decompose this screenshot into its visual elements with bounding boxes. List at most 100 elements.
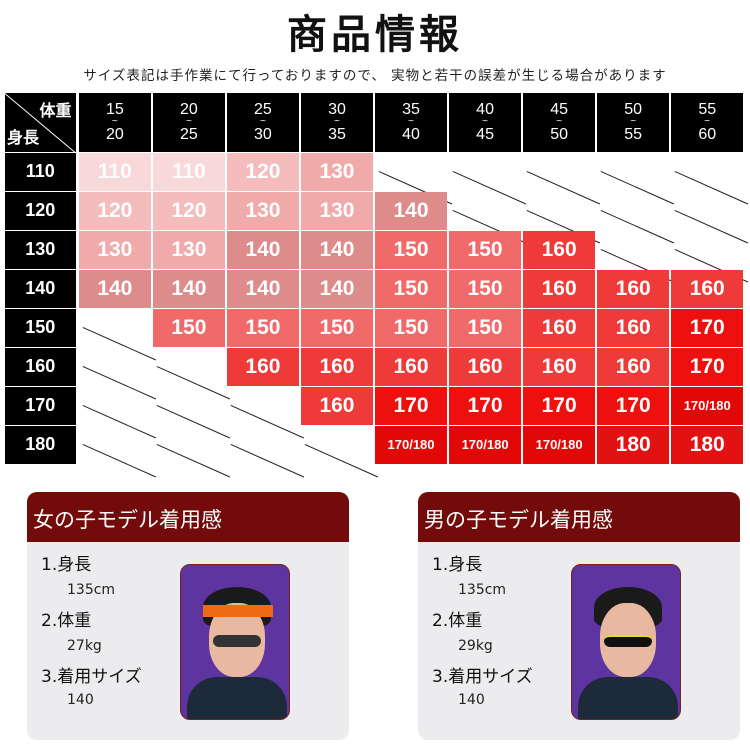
empty-cell (449, 153, 522, 191)
empty-cell (597, 231, 670, 269)
corner-cell: 体重 身長 (5, 93, 76, 152)
size-cell: 160 (522, 348, 596, 386)
girl-card-title: 女の子モデル着用感 (27, 492, 349, 542)
size-cell: 120 (226, 153, 300, 191)
empty-cell (523, 153, 596, 191)
girl-size: 140 (67, 692, 94, 708)
girl-model-card: 女の子モデル着用感 1.身長 135cm 2.体重 27kg 3.着用サイズ 1… (27, 492, 349, 740)
boy-weight: 29kg (458, 638, 493, 654)
girl-size-label: 3.着用サイズ (41, 667, 142, 687)
table-row: 120 120 120 130 130 140 (5, 192, 745, 231)
size-cell: 150 (448, 309, 522, 347)
boy-height: 135cm (458, 582, 507, 598)
size-cell: 150 (448, 231, 522, 269)
tilde: ~ (111, 116, 118, 128)
size-cell: 150 (226, 309, 300, 347)
size-cell: 170 (670, 309, 744, 347)
size-cell: 110 (78, 153, 152, 191)
size-cell: 160 (522, 309, 596, 347)
header-row: 体重 身長 15 ~20 20 ~25 25 ~30 30 ~35 35 ~40 40 ~45 45 ~50 5… (5, 93, 745, 153)
girl-weight: 27kg (67, 638, 102, 654)
size-cell: 170 (374, 387, 448, 425)
girl-height: 135cm (67, 582, 116, 598)
weight-min: 35 (402, 101, 420, 119)
table-row: 180 170/180 170/180 170/180 180 180 (5, 426, 745, 465)
empty-cell (301, 426, 374, 464)
size-cell: 140 (300, 231, 374, 269)
tilde: ~ (704, 116, 711, 128)
size-cell: 150 (374, 309, 448, 347)
boy-size: 140 (458, 692, 485, 708)
tilde: ~ (556, 116, 563, 128)
weight-max: 25 (179, 126, 198, 144)
tilde: ~ (482, 116, 488, 128)
empty-cell (375, 153, 448, 191)
table-row: 130 130 130 140 140 150 150 160 (5, 231, 745, 270)
size-cell: 170/180 (448, 426, 522, 464)
size-cell: 140 (374, 192, 448, 230)
weight-max: 60 (698, 126, 717, 144)
size-cell: 160 (226, 348, 300, 386)
size-cell: 130 (152, 231, 226, 269)
empty-cell (79, 387, 152, 425)
boy-height-label: 1.身長 (432, 555, 483, 575)
size-cell: 150 (448, 270, 522, 308)
size-cell: 130 (78, 231, 152, 269)
size-cell: 160 (596, 348, 670, 386)
table-row: 150 150 150 150 150 150 160 160 170 (5, 309, 745, 348)
size-cell: 170 (448, 387, 522, 425)
size-chart: 体重 身長 15 ~20 20 ~25 25 ~30 30 ~35 35 ~40 40 ~45 45 ~50 5… (5, 93, 745, 465)
empty-cell (523, 192, 596, 230)
size-cell: 170/180 (522, 426, 596, 464)
size-cell: 140 (300, 270, 374, 308)
tilde: ~ (185, 116, 192, 128)
weight-header: 50 ~55 (596, 93, 670, 152)
table-row: 160 160 160 160 160 160 160 170 (5, 348, 745, 387)
size-cell: 140 (226, 231, 300, 269)
size-cell: 150 (152, 309, 226, 347)
size-cell: 160 (374, 348, 448, 386)
empty-cell (597, 192, 670, 230)
size-cell: 160 (522, 231, 596, 269)
empty-cell (449, 192, 522, 230)
size-cell: 170/180 (374, 426, 448, 464)
tilde: ~ (630, 116, 637, 128)
weight-min: 45 (550, 101, 569, 119)
corner-height-label: 身長 (7, 129, 40, 147)
weight-header: 40 ~45 (448, 93, 522, 152)
empty-cell (597, 153, 670, 191)
height-label: 130 (5, 231, 76, 269)
empty-cell (79, 309, 152, 347)
weight-min: 40 (476, 101, 494, 119)
weight-max: 35 (328, 126, 346, 144)
weight-header: 30 ~35 (300, 93, 374, 152)
size-cell: 160 (300, 387, 374, 425)
height-label: 170 (5, 387, 76, 425)
size-cell: 170 (596, 387, 670, 425)
girl-height-label: 1.身長 (41, 555, 92, 575)
size-cell: 130 (226, 192, 300, 230)
boy-weight-label: 2.体重 (432, 611, 483, 631)
size-cell: 130 (300, 153, 374, 191)
empty-cell (671, 231, 744, 269)
weight-max: 50 (550, 126, 569, 144)
empty-cell (227, 387, 300, 425)
size-cell: 120 (78, 192, 152, 230)
weight-max: 45 (476, 126, 494, 144)
height-label: 180 (5, 426, 76, 464)
size-cell: 160 (596, 270, 670, 308)
size-cell: 160 (596, 309, 670, 347)
weight-min: 25 (254, 101, 272, 119)
empty-cell (227, 426, 300, 464)
weight-header: 15 ~20 (78, 93, 152, 152)
size-cell: 160 (522, 270, 596, 308)
page-title: 商品情報 (287, 11, 463, 58)
size-cell: 150 (300, 309, 374, 347)
empty-cell (671, 192, 744, 230)
size-cell: 140 (78, 270, 152, 308)
empty-cell (671, 153, 744, 191)
weight-header: 25 ~30 (226, 93, 300, 152)
size-cell: 180 (670, 426, 744, 464)
boy-card-title: 男の子モデル着用感 (418, 492, 740, 542)
size-cell: 110 (152, 153, 226, 191)
